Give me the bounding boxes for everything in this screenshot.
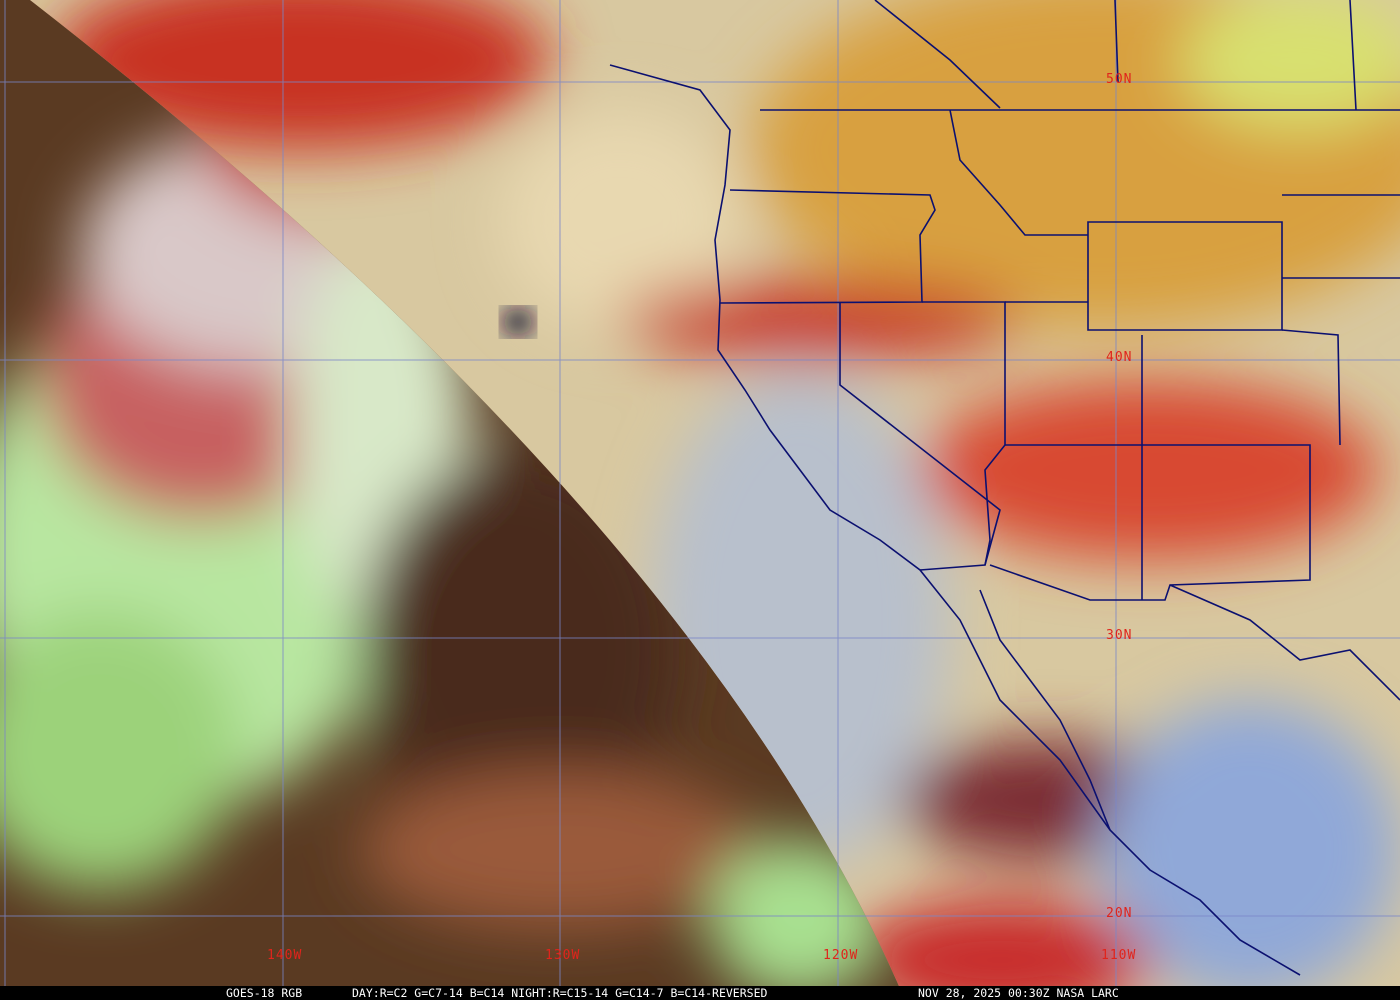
caption-recipe: DAY:R=C2 G=C7-14 B=C14 NIGHT:R=C15-14 G=… [352, 986, 768, 1000]
lon-label-140w: 140W [267, 948, 303, 963]
lon-label-130w: 130W [545, 948, 581, 963]
political-borders [609, 0, 1400, 976]
caption-product: GOES-18 RGB [226, 986, 303, 1000]
caption-bar: GOES-18 RGB DAY:R=C2 G=C7-14 B=C14 NIGHT… [0, 986, 1400, 1000]
lon-label-120w: 120W [823, 948, 859, 963]
lat-label-20n: 20N [1106, 906, 1133, 921]
lat-label-30n: 30N [1106, 628, 1133, 643]
lat-label-40n: 40N [1106, 350, 1133, 365]
caption-timestamp: NOV 28, 2025 00:30Z NASA LARC [918, 986, 1119, 1000]
lat-label-50n: 50N [1106, 72, 1133, 87]
lon-label-110w: 110W [1101, 948, 1137, 963]
